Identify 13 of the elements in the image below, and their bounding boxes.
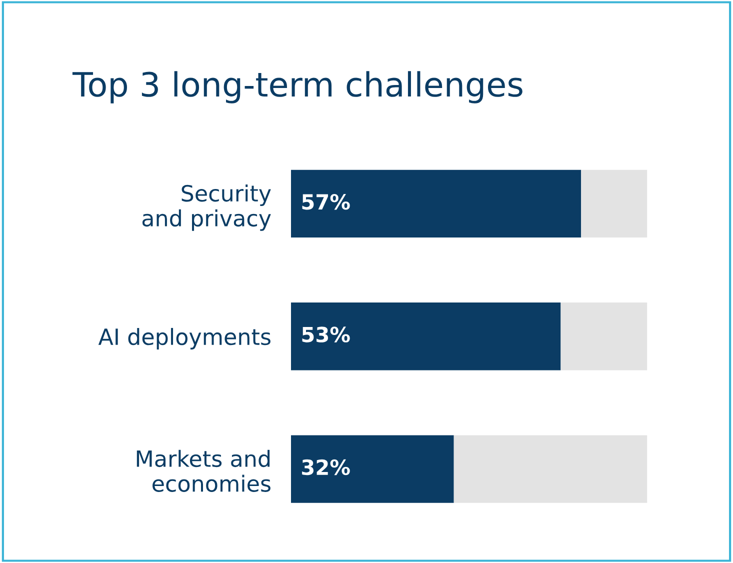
bar xyxy=(454,435,648,503)
y-tick-label: Markets and economies xyxy=(136,450,270,492)
data-label: 32% xyxy=(302,459,350,476)
y-tick-label: AI deployments xyxy=(98,328,270,350)
bar xyxy=(291,170,582,238)
bar xyxy=(560,302,648,370)
bar xyxy=(581,170,648,238)
data-label: 57% xyxy=(302,194,350,210)
bar xyxy=(291,302,561,370)
chart-title: Top 3 long-term challenges xyxy=(72,71,522,104)
data-label: 53% xyxy=(302,326,350,342)
bar xyxy=(291,435,454,503)
y-tick-label: Security and privacy xyxy=(142,184,271,231)
